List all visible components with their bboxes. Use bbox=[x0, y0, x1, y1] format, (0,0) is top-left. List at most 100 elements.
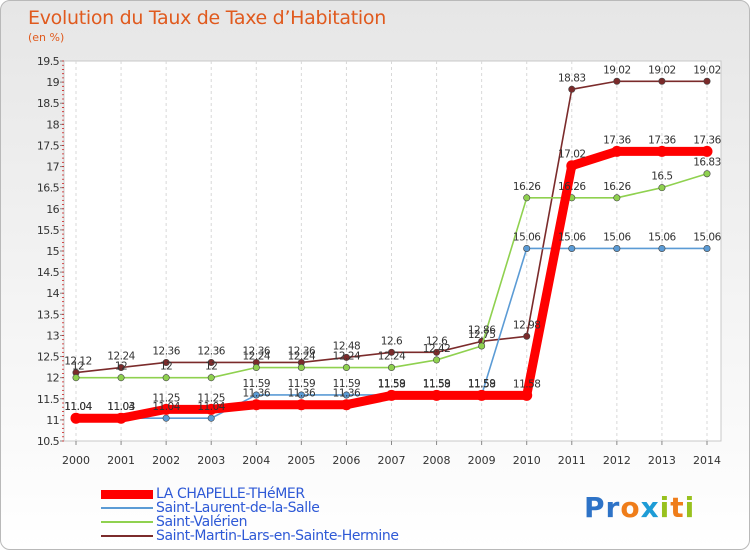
data-point bbox=[521, 389, 533, 401]
x-tick-label: 2011 bbox=[558, 454, 586, 467]
data-point bbox=[297, 391, 305, 399]
x-tick-label: 2014 bbox=[693, 454, 721, 467]
data-point bbox=[656, 145, 668, 157]
data-label: 12.24 bbox=[107, 351, 135, 363]
data-point bbox=[433, 348, 441, 356]
data-point bbox=[117, 374, 125, 382]
data-label: 11.59 bbox=[333, 378, 361, 390]
y-tick-label: 11.5 bbox=[37, 393, 60, 406]
legend-label: Saint-Laurent-de-la-Salle bbox=[156, 500, 320, 516]
y-tick-label: 15 bbox=[46, 245, 59, 258]
x-tick-label: 2009 bbox=[468, 454, 496, 467]
data-point bbox=[252, 391, 260, 399]
data-point bbox=[207, 414, 215, 422]
y-tick-label: 17.5 bbox=[37, 139, 60, 152]
data-label: 11.59 bbox=[468, 378, 496, 390]
legend-swatch bbox=[101, 489, 153, 499]
legend-item-saint-martin: Saint-Martin-Lars-en-Sainte-Hermine bbox=[101, 529, 399, 543]
data-label: 12 bbox=[72, 361, 84, 373]
data-label: 11.59 bbox=[288, 378, 316, 390]
y-tick-label: 12 bbox=[46, 372, 59, 385]
y-tick-label: 12.5 bbox=[37, 351, 60, 364]
data-point bbox=[115, 412, 127, 424]
legend-item-saint-valerien: Saint-Valérien bbox=[101, 515, 399, 529]
data-point bbox=[295, 399, 307, 411]
data-point bbox=[611, 145, 623, 157]
data-label: 12.24 bbox=[243, 351, 271, 363]
y-tick-label: 18 bbox=[46, 118, 59, 131]
data-label: 12.24 bbox=[378, 351, 406, 363]
x-tick-label: 2003 bbox=[197, 454, 225, 467]
data-point bbox=[431, 389, 443, 401]
data-label: 17.36 bbox=[648, 134, 676, 146]
x-tick-label: 2010 bbox=[513, 454, 541, 467]
data-point bbox=[523, 194, 531, 202]
data-label: 11.58 bbox=[378, 378, 406, 390]
y-tick-label: 16 bbox=[46, 203, 59, 216]
data-label: 15.06 bbox=[558, 231, 586, 243]
data-label: 18.83 bbox=[558, 72, 586, 84]
data-point bbox=[162, 358, 170, 366]
data-label: 15.06 bbox=[603, 231, 631, 243]
data-label: 11.59 bbox=[423, 378, 451, 390]
data-label: 12.75 bbox=[468, 329, 496, 341]
data-label: 15.06 bbox=[693, 231, 721, 243]
y-tick-label: 11 bbox=[46, 414, 59, 427]
data-point bbox=[658, 77, 666, 85]
data-label: 12.12 bbox=[64, 356, 92, 368]
data-label: 19.02 bbox=[693, 64, 721, 76]
data-point bbox=[342, 391, 350, 399]
data-point bbox=[478, 342, 486, 350]
data-point bbox=[568, 244, 576, 252]
data-point bbox=[386, 389, 397, 401]
legend-label: Saint-Valérien bbox=[156, 514, 248, 530]
data-label: 12.24 bbox=[288, 351, 316, 363]
legend-swatch bbox=[101, 521, 153, 523]
data-label: 11.58 bbox=[513, 378, 541, 390]
data-label: 11.36 bbox=[243, 388, 271, 400]
x-tick-label: 2008 bbox=[423, 454, 451, 467]
data-label: 11.04 bbox=[64, 401, 92, 413]
data-point bbox=[160, 403, 172, 415]
data-label: 19.02 bbox=[648, 64, 676, 76]
x-tick-label: 2002 bbox=[152, 454, 180, 467]
x-tick-label: 2001 bbox=[107, 454, 135, 467]
data-label: 11.36 bbox=[288, 388, 316, 400]
data-point bbox=[658, 244, 666, 252]
data-point bbox=[613, 194, 621, 202]
legend-label: LA CHAPELLE-THéMER bbox=[156, 486, 305, 502]
data-label: 12.24 bbox=[333, 351, 361, 363]
data-point bbox=[205, 403, 217, 415]
data-point bbox=[70, 412, 82, 424]
legend-item-la-chapelle-themer: LA CHAPELLE-THéMER bbox=[101, 487, 399, 501]
data-point bbox=[703, 77, 711, 85]
data-label: 12.42 bbox=[423, 343, 451, 355]
y-tick-label: 14 bbox=[46, 287, 59, 300]
x-tick-label: 2006 bbox=[332, 454, 360, 467]
data-label: 16.26 bbox=[513, 181, 541, 193]
x-tick-label: 2005 bbox=[287, 454, 315, 467]
data-label: 11.04 bbox=[107, 401, 135, 413]
data-label: 11.58 bbox=[468, 378, 496, 390]
data-label: 12 bbox=[205, 361, 217, 373]
y-tick-label: 15.5 bbox=[37, 224, 60, 237]
legend-swatch bbox=[101, 507, 153, 509]
data-label: 11.59 bbox=[378, 378, 406, 390]
data-point bbox=[207, 374, 215, 382]
data-label: 12.6 bbox=[381, 335, 403, 347]
data-label: 17.36 bbox=[603, 134, 631, 146]
data-point bbox=[342, 364, 350, 372]
data-point bbox=[387, 364, 395, 372]
data-label: 11.25 bbox=[152, 392, 180, 404]
data-point bbox=[433, 356, 441, 364]
data-point bbox=[658, 184, 666, 192]
legend-label: Saint-Martin-Lars-en-Sainte-Hermine bbox=[156, 528, 399, 544]
data-point bbox=[613, 77, 621, 85]
data-point bbox=[117, 364, 125, 372]
data-point bbox=[568, 85, 576, 93]
x-tick-label: 2007 bbox=[378, 454, 406, 467]
data-point bbox=[566, 160, 578, 172]
data-label: 15.06 bbox=[513, 231, 541, 243]
data-point bbox=[613, 244, 621, 252]
